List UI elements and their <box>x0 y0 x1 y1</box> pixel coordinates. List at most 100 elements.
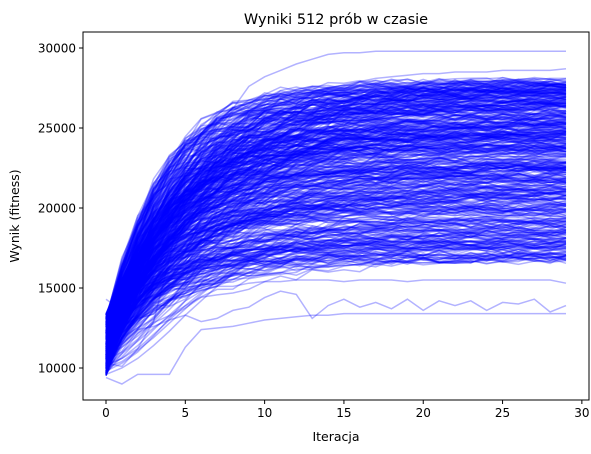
series-line <box>105 132 567 350</box>
series-line <box>105 205 567 357</box>
series-line <box>105 165 567 362</box>
series-line <box>105 84 567 355</box>
series-line <box>105 119 567 366</box>
series-line <box>105 82 567 321</box>
series-line <box>105 90 567 361</box>
series-line <box>105 145 567 344</box>
series-line <box>105 96 567 340</box>
series-line <box>105 163 567 373</box>
series-line <box>105 204 567 358</box>
x-tick-label: 30 <box>574 406 589 420</box>
series-line <box>105 134 567 326</box>
series-line <box>105 215 567 358</box>
series-line <box>105 133 567 355</box>
series-line <box>105 140 567 346</box>
series-line <box>105 236 566 325</box>
series-line <box>105 101 567 335</box>
series-line <box>105 224 567 375</box>
series-line <box>105 163 567 333</box>
series-line <box>105 231 567 353</box>
series-line <box>105 194 567 354</box>
series-line <box>105 145 567 341</box>
series-line <box>105 133 567 335</box>
series-line <box>105 92 567 319</box>
series-line <box>105 188 567 348</box>
series-line <box>105 118 567 354</box>
series-line <box>105 209 567 357</box>
series-line <box>105 99 567 372</box>
series-line <box>105 89 567 369</box>
series-line <box>105 188 567 353</box>
series-line <box>105 218 567 366</box>
series-line <box>105 159 567 359</box>
series-line <box>105 195 567 365</box>
series-line <box>105 245 567 325</box>
series-line <box>105 120 567 349</box>
series-line <box>105 101 567 356</box>
series-line <box>105 241 567 352</box>
series-line <box>105 247 567 369</box>
series-line <box>105 132 567 332</box>
x-tick-label: 15 <box>336 406 351 420</box>
series-line <box>105 190 567 340</box>
series-line <box>105 230 567 357</box>
series-line <box>105 98 567 348</box>
series-line <box>105 80 567 346</box>
series-line <box>105 141 567 367</box>
series-line <box>105 198 567 352</box>
series-line <box>105 169 567 326</box>
series-line <box>105 134 567 334</box>
series-line <box>105 95 567 326</box>
series-line <box>105 130 567 344</box>
series-line <box>105 145 567 340</box>
series-line <box>105 156 567 368</box>
series-line <box>105 206 567 353</box>
series-line <box>105 161 567 345</box>
series-line <box>105 84 567 355</box>
y-tick-label: 20000 <box>38 202 76 216</box>
series-line <box>105 127 567 336</box>
series-line <box>105 229 567 372</box>
series-line <box>105 145 567 367</box>
series-line <box>105 217 567 337</box>
series-line <box>105 138 567 324</box>
y-axis: 10000 15000 20000 25000 30000 <box>38 42 83 376</box>
series-line <box>105 165 567 339</box>
series-line <box>105 218 567 369</box>
series-line <box>105 237 567 333</box>
series-line <box>105 202 567 333</box>
series-line <box>105 187 567 343</box>
series-line <box>105 185 567 368</box>
series-line <box>105 205 567 338</box>
series-line <box>105 154 567 318</box>
series-line <box>105 85 567 341</box>
series-line <box>105 219 567 364</box>
series-line <box>105 83 567 352</box>
series-line <box>105 256 567 335</box>
series-line <box>105 202 567 334</box>
series-line <box>105 250 567 318</box>
series-line <box>105 182 567 346</box>
series-line <box>105 139 567 334</box>
series-line <box>105 252 566 355</box>
series-line <box>105 148 567 326</box>
series-line <box>105 124 567 352</box>
series-line <box>105 251 567 369</box>
chart-title: Wyniki 512 prób w czasie <box>244 12 428 28</box>
series-line <box>105 119 567 334</box>
series-line <box>105 202 567 326</box>
series-line <box>105 239 567 326</box>
series-line <box>105 91 567 364</box>
series-line <box>105 94 567 360</box>
series-line <box>105 246 567 364</box>
x-tick-label: 20 <box>416 406 431 420</box>
series-line <box>105 226 567 351</box>
series-line <box>105 174 567 359</box>
series-line <box>105 148 567 372</box>
series-line <box>105 232 567 337</box>
series-line <box>105 253 567 320</box>
series-line <box>105 222 567 361</box>
series-line <box>105 123 567 374</box>
series-line <box>105 93 567 328</box>
series-line <box>105 79 567 316</box>
